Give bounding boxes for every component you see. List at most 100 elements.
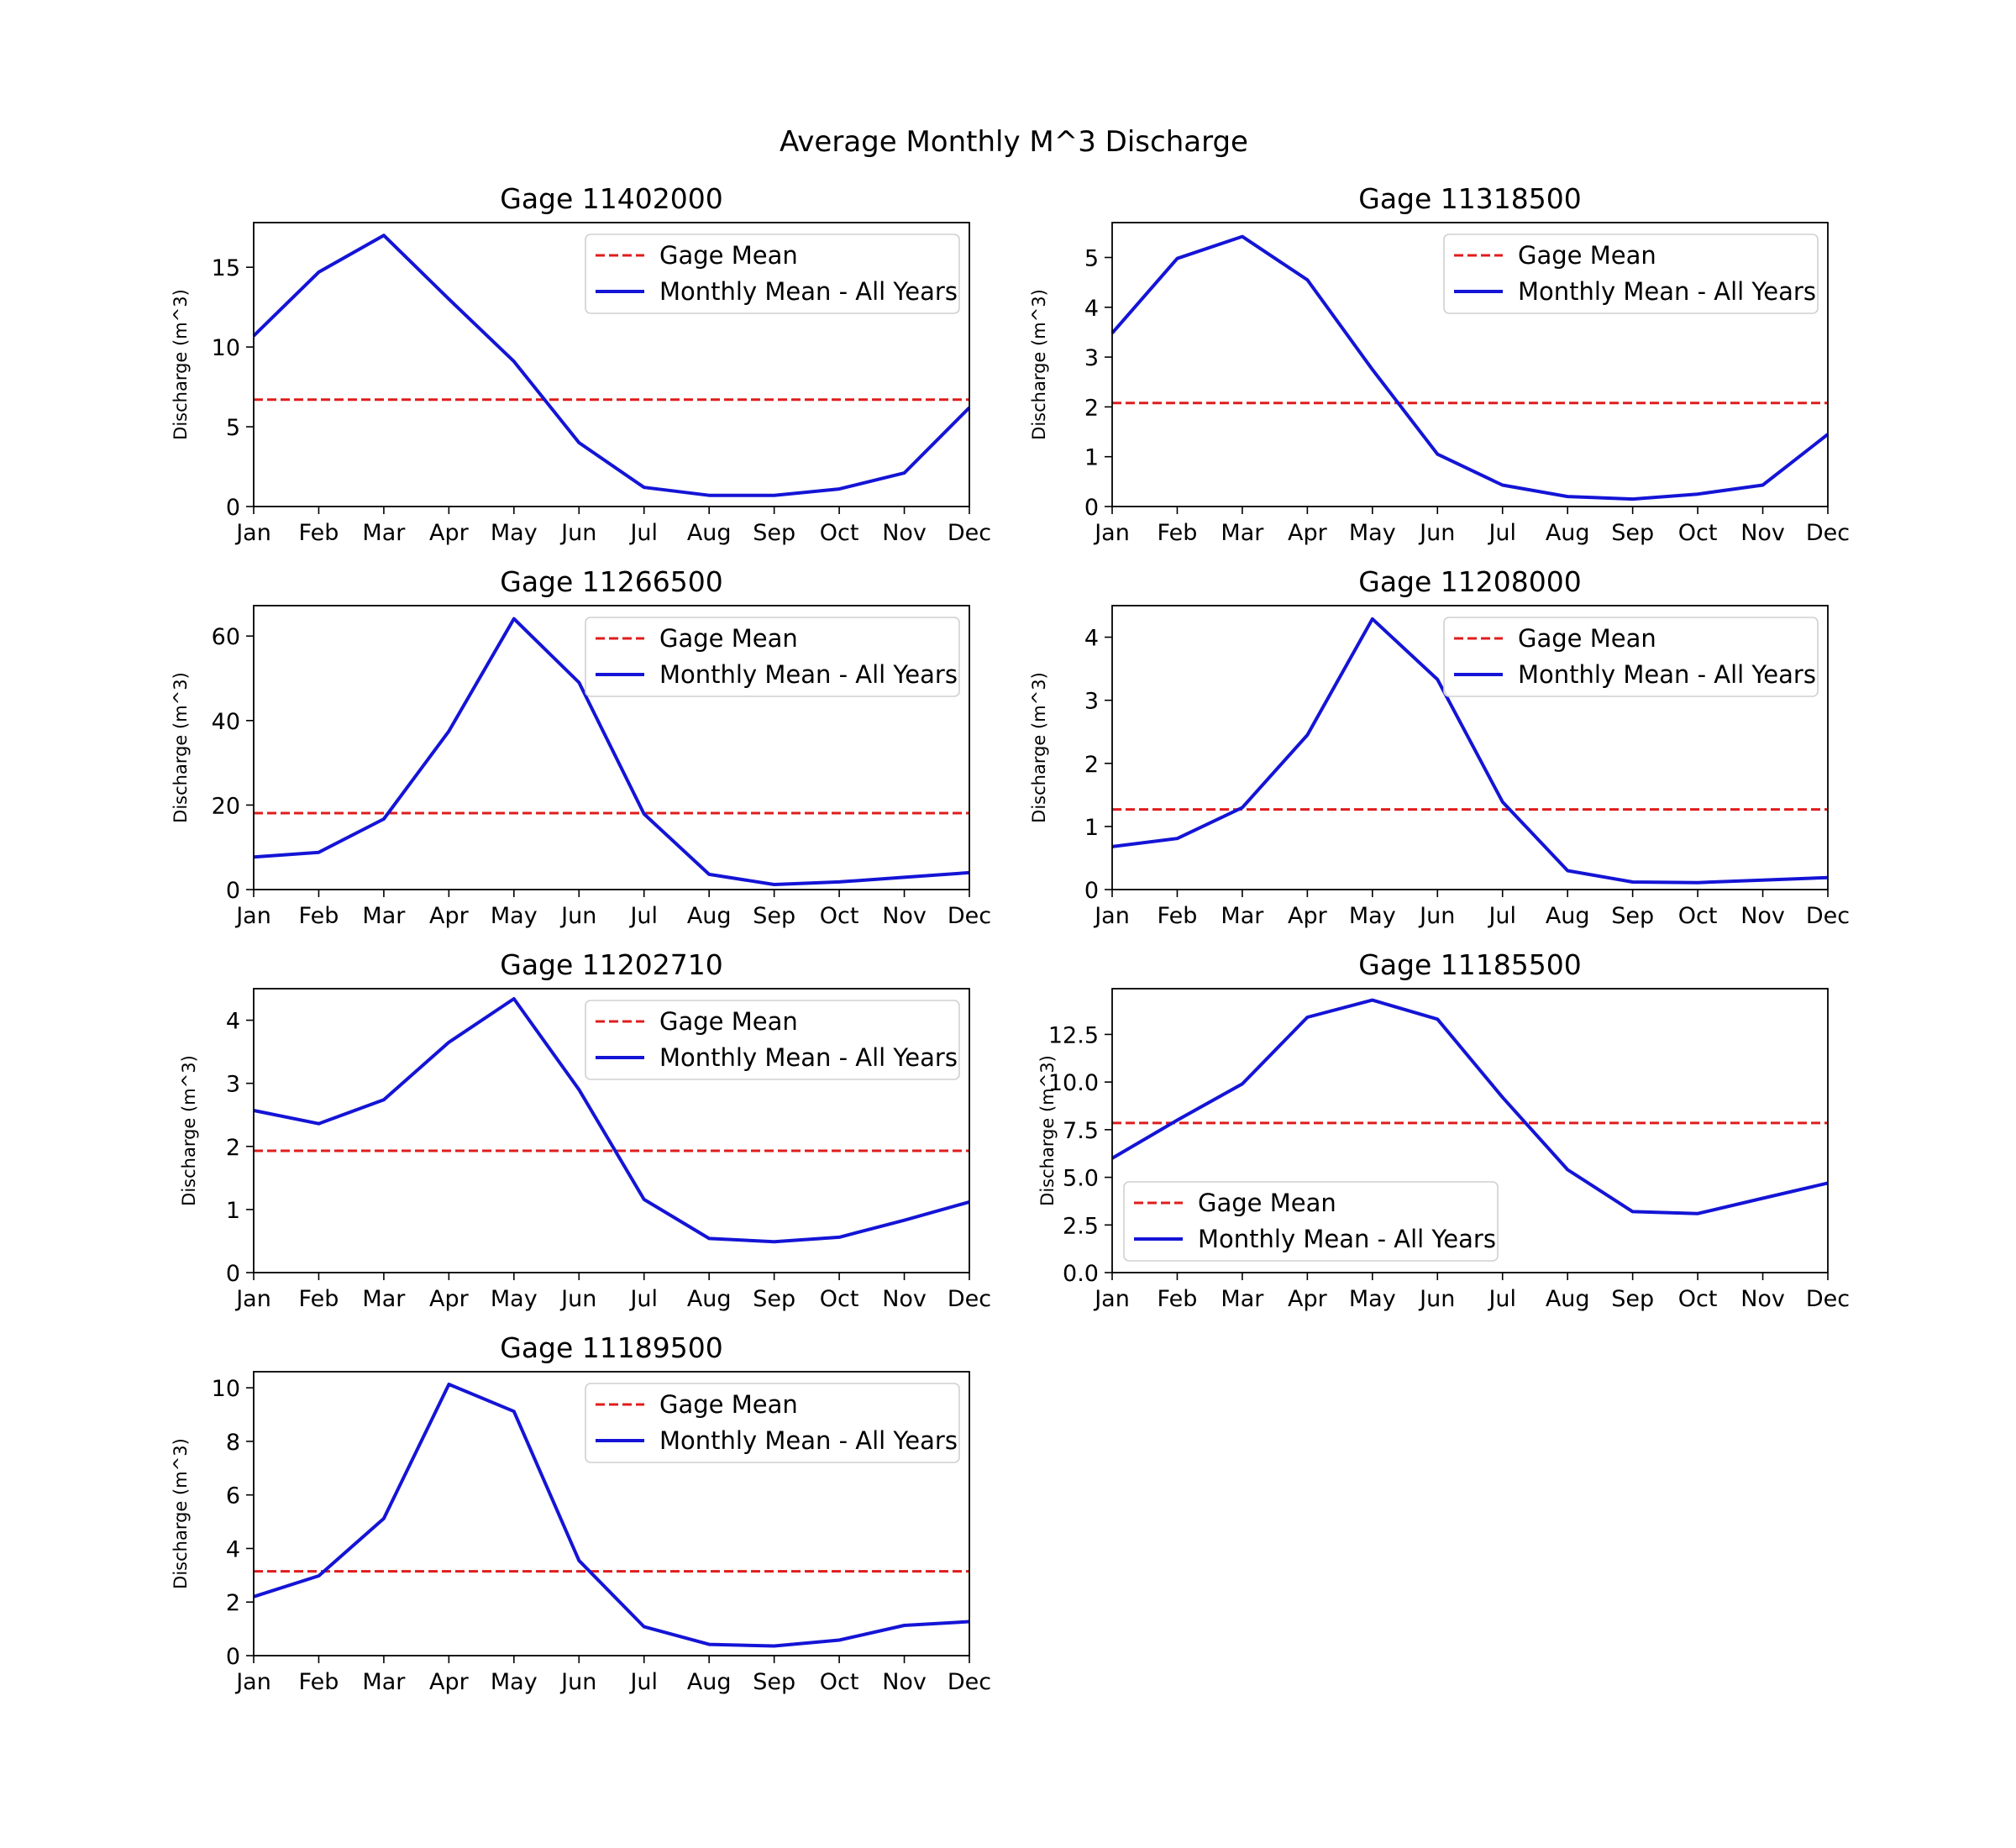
x-tick-label: Jun (1418, 903, 1455, 929)
x-tick-label: Mar (1221, 520, 1264, 546)
x-tick-label: May (491, 520, 538, 546)
x-tick-label: Oct (820, 1286, 859, 1312)
legend: Gage Mean Monthly Mean - All Years (585, 234, 960, 314)
x-tick-label: Aug (687, 520, 732, 546)
x-tick-label: Dec (948, 520, 991, 546)
x-tick-label: Nov (1740, 1286, 1785, 1312)
legend-entry: Monthly Mean - All Years (659, 660, 958, 689)
y-tick-label: 12.5 (1048, 1022, 1099, 1048)
x-tick-label: Jun (559, 903, 596, 929)
legend-entry: Gage Mean (1198, 1189, 1336, 1217)
x-tick-label: Sep (753, 903, 795, 929)
chart-panel-5: Gage 11202710 Jan Feb Mar Apr May Jun Jul Aug Sep… (179, 948, 991, 1312)
legend-entry: Gage Mean (659, 1007, 798, 1036)
legend-box (585, 617, 960, 697)
x-tick-label: Aug (1546, 903, 1590, 929)
panel-title: Gage 11202710 (500, 948, 723, 981)
x-tick-label: Mar (362, 903, 406, 929)
x-tick-label: Feb (299, 903, 339, 929)
x-tick-label: Aug (687, 903, 732, 929)
x-tick-label: Jan (1093, 520, 1130, 546)
x-tick-label: Oct (1678, 903, 1718, 929)
x-tick-label: Jun (559, 1669, 596, 1695)
y-tick-label: 0 (1084, 878, 1099, 904)
y-axis-label: Discharge (m^3) (1037, 1055, 1058, 1206)
y-tick-label: 40 (212, 709, 240, 735)
y-tick-label: 3 (226, 1072, 240, 1098)
legend-entry: Monthly Mean - All Years (659, 1043, 958, 1072)
y-tick-label: 5.0 (1063, 1166, 1099, 1192)
axes-frame (1111, 605, 1829, 890)
x-tick-label: Feb (1158, 520, 1198, 546)
legend-entry: Gage Mean (659, 1390, 798, 1419)
x-tick-label: Jan (1093, 903, 1130, 929)
legend-box (1123, 1181, 1499, 1262)
y-tick-label: 7.5 (1063, 1118, 1099, 1144)
x-tick-label: Oct (820, 520, 859, 546)
x-tick-label: Oct (820, 903, 859, 929)
x-tick-label: May (491, 1286, 538, 1312)
y-tick-label: 10 (212, 335, 240, 361)
x-tick-label: Feb (299, 520, 339, 546)
legend: Gage Mean Monthly Mean - All Years (585, 1000, 960, 1080)
x-tick-label: Jun (1418, 1286, 1455, 1312)
y-tick-label: 2.5 (1063, 1213, 1099, 1239)
x-tick-label: Mar (1221, 903, 1264, 929)
legend-entry: Monthly Mean - All Years (659, 1426, 958, 1455)
y-axis-label: Discharge (m^3) (171, 1438, 191, 1589)
chart-panel-3: Gage 11266500 Jan Feb Mar Apr May Jun Jul Aug Sep… (171, 565, 991, 929)
x-tick-label: Oct (1678, 520, 1718, 546)
figure-title: Average Monthly M^3 Discharge (780, 125, 1248, 159)
x-tick-label: May (1349, 520, 1396, 546)
chart-panel-7: Gage 11189500 Jan Feb Mar Apr May Jun Jul Aug Sep… (171, 1331, 991, 1695)
y-tick-label: 0.0 (1063, 1261, 1099, 1287)
x-tick-label: Aug (1546, 1286, 1590, 1312)
legend-box (585, 1000, 960, 1080)
y-tick-label: 0 (226, 1644, 240, 1670)
monthly-mean-line (252, 234, 971, 497)
x-tick-label: Jan (234, 903, 271, 929)
legend: Gage Mean Monthly Mean - All Years (1443, 617, 1819, 697)
chart-panel-1: Gage 11402000 Jan Feb Mar Apr May Jun Jul Aug Sep… (171, 182, 991, 546)
y-tick-label: 1 (1084, 445, 1099, 471)
x-tick-label: Mar (362, 1669, 406, 1695)
x-tick-label: Dec (1806, 520, 1850, 546)
y-tick-label: 6 (226, 1483, 240, 1509)
axes-frame (253, 222, 970, 507)
x-tick-label: Jun (559, 520, 596, 546)
x-tick-label: Dec (948, 903, 991, 929)
x-tick-label: Feb (1158, 1286, 1198, 1312)
y-tick-label: 0 (1084, 495, 1099, 521)
x-tick-label: Apr (429, 1669, 470, 1695)
x-tick-label: Nov (1740, 903, 1785, 929)
x-tick-label: Oct (820, 1669, 859, 1695)
x-tick-label: Aug (687, 1286, 732, 1312)
x-tick-label: Dec (948, 1669, 991, 1695)
y-tick-label: 20 (212, 793, 240, 819)
x-tick-label: Jan (234, 1669, 271, 1695)
chart-panel-2: Gage 11318500 Jan Feb Mar Apr May Jun Jul Aug Sep… (1029, 182, 1850, 546)
x-tick-label: May (1349, 903, 1396, 929)
x-tick-label: Nov (1740, 520, 1785, 546)
y-tick-label: 4 (1084, 296, 1099, 322)
panel-title: Gage 11402000 (500, 182, 723, 215)
y-axis-label: Discharge (m^3) (171, 672, 191, 823)
x-tick-label: Sep (753, 1286, 795, 1312)
x-tick-label: Nov (882, 903, 927, 929)
legend: Gage Mean Monthly Mean - All Years (585, 617, 960, 697)
monthly-mean-line (1111, 617, 1829, 885)
legend-entry: Monthly Mean - All Years (1518, 277, 1816, 306)
legend: Gage Mean Monthly Mean - All Years (585, 1383, 960, 1463)
legend-entry: Gage Mean (1518, 624, 1656, 653)
y-tick-label: 2 (1084, 395, 1099, 421)
y-tick-label: 5 (226, 415, 240, 441)
y-tick-label: 10.0 (1048, 1070, 1099, 1096)
monthly-mean-line (253, 617, 970, 886)
x-tick-label: Jan (234, 520, 271, 546)
y-tick-label: 3 (1084, 345, 1099, 371)
axes-frame (1111, 988, 1829, 1273)
y-tick-label: 4 (226, 1536, 240, 1562)
legend-entry: Gage Mean (1518, 241, 1656, 270)
legend-entry: Gage Mean (659, 624, 798, 653)
panel-title: Gage 11318500 (1358, 182, 1582, 215)
